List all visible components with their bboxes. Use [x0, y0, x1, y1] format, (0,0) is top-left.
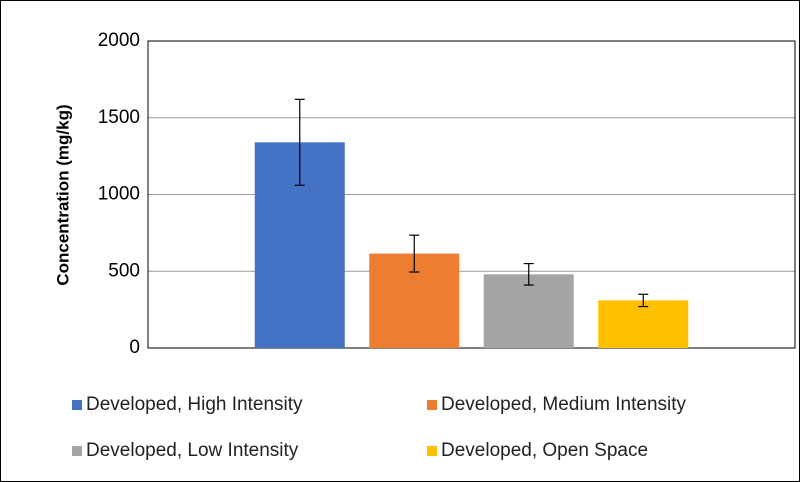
y-tick-label: 500	[108, 260, 140, 281]
legend-label: Developed, Low Intensity	[86, 440, 299, 461]
y-axis-label: Concentration (mg/kg)	[53, 104, 72, 285]
legend-label: Developed, High Intensity	[86, 394, 303, 415]
legend-swatch	[427, 400, 437, 410]
plot-area	[147, 40, 796, 349]
error-bar	[409, 234, 420, 273]
legend-swatch	[72, 400, 82, 410]
bar	[598, 300, 689, 348]
legend-swatch	[427, 446, 437, 456]
error-bar	[638, 293, 649, 308]
y-tick-label: 0	[129, 337, 140, 358]
error-bar	[523, 262, 534, 286]
bar	[483, 274, 574, 348]
legend-label: Developed, Medium Intensity	[441, 394, 687, 415]
y-tick-label: 1000	[98, 184, 140, 205]
y-tick-label: 2000	[98, 30, 140, 51]
legend-swatch	[72, 446, 82, 456]
error-bar	[294, 98, 305, 186]
y-tick-label: 1500	[98, 107, 140, 128]
legend-label: Developed, Open Space	[441, 440, 648, 461]
